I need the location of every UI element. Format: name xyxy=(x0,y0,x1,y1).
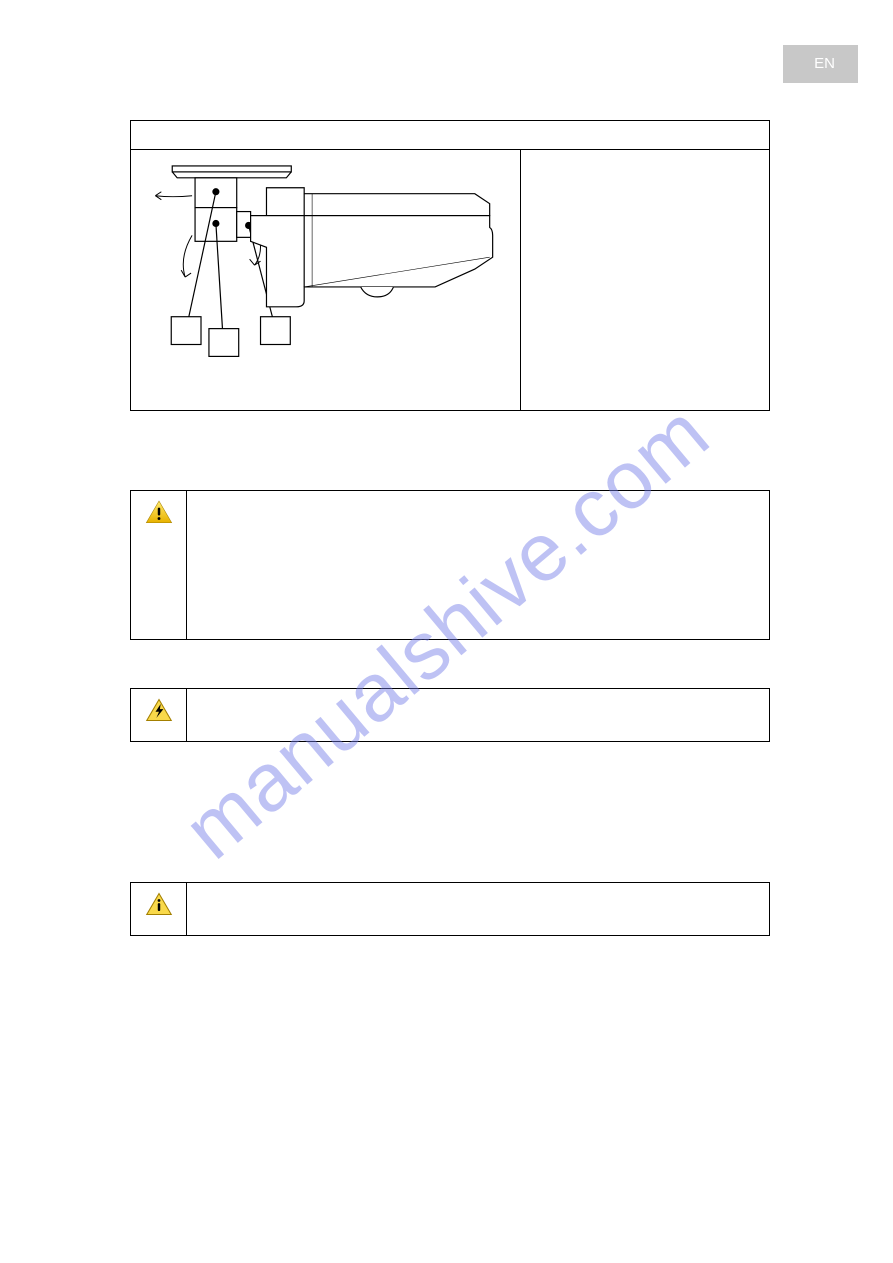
step-diagram-cell: 1 2 3 xyxy=(131,150,521,410)
bolt-icon xyxy=(145,697,173,723)
section-heading: 6. Maintenance and cleaning xyxy=(130,436,770,453)
warning-icon xyxy=(145,499,173,525)
mounting-step-table: Mounting step 5: Adjust Camera xyxy=(130,120,770,411)
page-content: Mounting step 5: Adjust Camera xyxy=(130,120,770,954)
electrical-warning-box: Never open the components (unless this m… xyxy=(130,688,770,742)
warning-body: Regularly check the technical safety of … xyxy=(187,491,769,639)
step-instructions: Loose the screws at position 1, 2, 3. Ad… xyxy=(521,150,769,410)
warning-icon-cell xyxy=(131,491,187,639)
section-subheading: 6.1 Maintenance xyxy=(130,463,770,480)
header-title: IR Outdoor Camera xyxy=(130,56,252,72)
paragraph: Please note the following: xyxy=(130,658,770,678)
warning-line: Regularly check the technical safety of … xyxy=(199,499,757,517)
warning-line: • the device no longer works. xyxy=(199,613,757,631)
callout-3: 3 xyxy=(272,324,280,340)
info-icon xyxy=(145,891,173,917)
step-header: Mounting step 5: Adjust Camera xyxy=(131,121,769,150)
step-line: Loose the screws at position 1, 2, 3. xyxy=(531,158,759,175)
bolt-line: Never open the components (unless this m… xyxy=(199,697,757,733)
step-line: Adjust the camera body to the desired po… xyxy=(531,183,759,233)
step-body: 1 2 3 Loose the screws at position 1, 2,… xyxy=(131,150,769,410)
section-heading: 6.2 Cleaning xyxy=(130,760,770,777)
bolt-body: Never open the components (unless this m… xyxy=(187,689,769,741)
paragraph: Clean the camera housing with a damp clo… xyxy=(130,787,770,807)
section-heading: 7. Disposal xyxy=(130,855,770,872)
info-line: Devices displaying this symbol may not b… xyxy=(199,891,757,927)
header-lang: EN xyxy=(814,55,835,72)
camera-diagram: 1 2 3 xyxy=(137,158,515,406)
callout-1: 1 xyxy=(182,324,190,340)
warning-line: • the device shows visible signs of dama… xyxy=(199,589,757,607)
callout-2: 2 xyxy=(220,335,228,351)
maintenance-warning-box: Regularly check the technical safety of … xyxy=(130,490,770,640)
warning-line: It may be assumed that safe operation is… xyxy=(199,565,757,583)
disposal-info-box: Devices displaying this symbol may not b… xyxy=(130,882,770,936)
info-icon-cell xyxy=(131,883,187,935)
warning-line: If it appears to no longer be possible t… xyxy=(199,523,757,559)
paragraph: Make sure that no liquid gets inside the… xyxy=(130,817,770,837)
bolt-icon-cell xyxy=(131,689,187,741)
info-body: Devices displaying this symbol may not b… xyxy=(187,883,769,935)
